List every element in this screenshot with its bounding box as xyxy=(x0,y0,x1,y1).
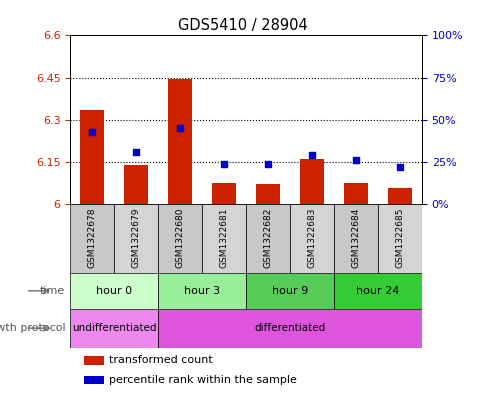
Bar xyxy=(70,273,158,309)
Bar xyxy=(333,204,377,273)
Text: hour 3: hour 3 xyxy=(184,286,220,296)
Text: hour 9: hour 9 xyxy=(272,286,307,296)
Bar xyxy=(289,204,333,273)
Point xyxy=(395,164,403,170)
Text: transformed count: transformed count xyxy=(109,355,212,365)
Text: hour 24: hour 24 xyxy=(356,286,399,296)
Bar xyxy=(80,110,104,204)
Text: GSM1322685: GSM1322685 xyxy=(394,208,404,268)
Bar xyxy=(84,376,104,384)
Bar xyxy=(168,79,192,204)
Text: GSM1322684: GSM1322684 xyxy=(351,208,360,268)
Text: GSM1322681: GSM1322681 xyxy=(219,208,228,268)
Point xyxy=(88,129,96,135)
Bar xyxy=(114,204,158,273)
Point xyxy=(176,125,184,131)
Bar xyxy=(212,183,236,204)
Point xyxy=(132,149,140,155)
Text: differentiated: differentiated xyxy=(254,323,325,333)
Bar xyxy=(158,204,202,273)
Bar xyxy=(343,183,367,204)
Bar xyxy=(333,273,421,309)
Text: GSM1322682: GSM1322682 xyxy=(263,208,272,268)
Text: time: time xyxy=(40,286,65,296)
Point xyxy=(307,152,315,158)
Text: hour 0: hour 0 xyxy=(96,286,132,296)
Text: undifferentiated: undifferentiated xyxy=(72,323,156,333)
Bar xyxy=(84,356,104,365)
Bar xyxy=(70,204,114,273)
Bar xyxy=(158,273,245,309)
Point xyxy=(220,161,227,167)
Bar xyxy=(158,309,421,348)
Bar xyxy=(70,309,158,348)
Point xyxy=(351,157,359,163)
Text: GSM1322680: GSM1322680 xyxy=(175,208,184,268)
Text: GSM1322679: GSM1322679 xyxy=(132,208,140,268)
Text: GSM1322683: GSM1322683 xyxy=(307,208,316,268)
Bar xyxy=(245,273,333,309)
Text: percentile rank within the sample: percentile rank within the sample xyxy=(109,375,296,386)
Bar xyxy=(202,204,245,273)
Bar xyxy=(300,159,323,204)
Text: GSM1322678: GSM1322678 xyxy=(88,208,97,268)
Text: GDS5410 / 28904: GDS5410 / 28904 xyxy=(177,18,307,33)
Text: growth protocol: growth protocol xyxy=(0,323,65,333)
Point xyxy=(264,161,272,167)
Bar xyxy=(124,165,148,204)
Bar xyxy=(256,184,280,204)
Bar xyxy=(245,204,289,273)
Bar xyxy=(387,188,411,204)
Bar xyxy=(377,204,421,273)
